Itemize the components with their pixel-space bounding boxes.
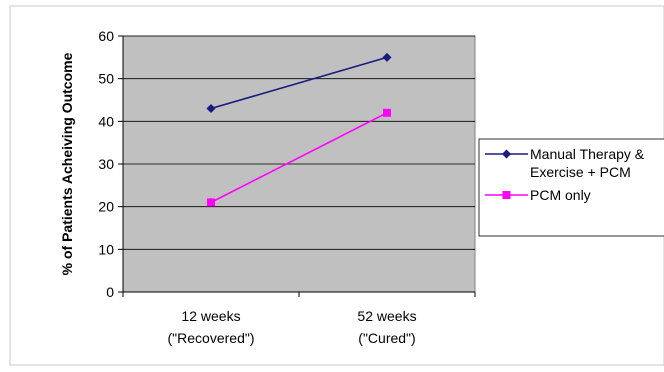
series: [206, 52, 392, 207]
series-line: [210, 112, 388, 204]
gridlines: [123, 35, 475, 250]
legend-box: [478, 138, 664, 237]
x-tick-label: ("Recovered"): [168, 330, 255, 346]
data-point: [382, 52, 392, 62]
legend-label: Manual Therapy &: [530, 146, 645, 162]
y-tick-label: 20: [98, 199, 114, 215]
legend-marker: [502, 149, 511, 159]
y-tick-label: 60: [98, 28, 114, 44]
legend-label: Exercise + PCM: [530, 164, 631, 180]
x-tick-label: ("Cured"): [358, 330, 415, 346]
data-point: [207, 198, 215, 207]
data-point: [383, 108, 391, 117]
series-line: [210, 56, 388, 110]
x-tick-label: 52 weeks: [357, 308, 416, 324]
axes: 0 10 20 30 40 50 60 12 weeks ("Recovered") 52 wee…: [98, 28, 476, 346]
data-point: [206, 104, 216, 114]
y-axis-title: % of Patients Acheiving Outcome: [59, 52, 75, 275]
y-tick-label: 30: [98, 156, 114, 172]
x-tick-label: 12 weeks: [181, 308, 240, 324]
y-tick-label: 50: [98, 71, 114, 87]
legend-marker: [502, 191, 511, 199]
y-tick-label: 40: [98, 113, 114, 129]
y-tick-label: 0: [106, 284, 114, 300]
legend-label: PCM only: [530, 187, 591, 203]
legend: Manual Therapy & Exercise + PCM PCM only: [478, 138, 664, 237]
y-tick-label: 10: [98, 241, 114, 257]
